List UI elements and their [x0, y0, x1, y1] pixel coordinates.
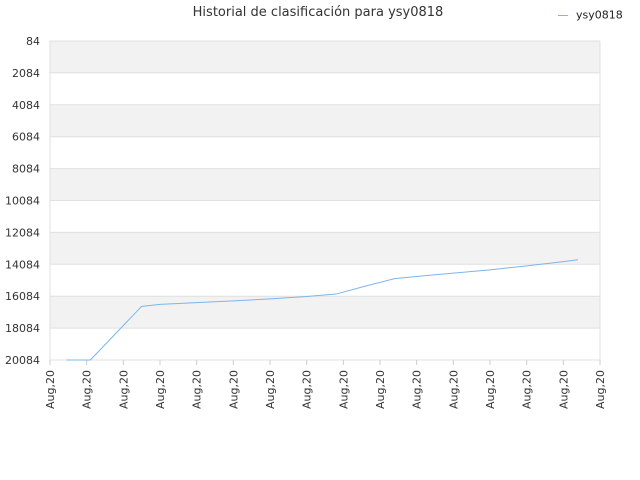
gridlines — [49, 40, 601, 361]
grid-band — [50, 41, 600, 73]
series-layer — [66, 259, 579, 361]
y-tick-label: 10084 — [5, 195, 40, 208]
x-tick-label: Aug,20 — [484, 370, 497, 409]
y-tick-label: 4084 — [12, 99, 40, 112]
x-tick-label: Aug,20 — [337, 370, 350, 409]
x-tick-label: Aug,20 — [154, 370, 167, 409]
y-tick-label: 8084 — [12, 163, 40, 176]
grid-band — [50, 72, 600, 105]
x-tick-label: Aug,20 — [44, 370, 57, 409]
grid-band — [50, 104, 600, 137]
x-tick-label: Aug,20 — [264, 370, 277, 409]
y-tick-label: 2084 — [12, 67, 40, 80]
y-tick-label: 12084 — [5, 226, 40, 239]
x-tick-label: Aug,20 — [521, 370, 534, 409]
x-tick-label: Aug,20 — [411, 370, 424, 409]
grid-band — [50, 136, 600, 169]
grid-band — [50, 232, 600, 265]
grid-band — [50, 264, 600, 297]
x-tick-label: Aug,20 — [301, 370, 314, 409]
y-tick-label: 16084 — [5, 290, 40, 303]
y-tick-label: 20084 — [5, 354, 40, 367]
x-tick-label: Aug,20 — [447, 370, 460, 409]
grid-band — [50, 168, 600, 201]
y-tick-label: 84 — [26, 35, 40, 48]
x-tick-label: Aug,20 — [227, 370, 240, 409]
grid-band — [50, 200, 600, 233]
chart-title: Historial de clasificación para ysy0818 — [192, 5, 444, 20]
x-tick-label: Aug,20 — [557, 370, 570, 409]
x-tick-label: Aug,20 — [81, 370, 94, 409]
y-tick-label: 18084 — [5, 322, 40, 335]
x-tick-label: Aug,20 — [117, 370, 130, 409]
grid-band — [50, 296, 600, 329]
x-tick-label: Aug,20 — [594, 370, 607, 409]
x-tick-label: Aug,20 — [374, 370, 387, 409]
legend-label: ysy0818 — [576, 8, 623, 22]
legend[interactable]: ysy0818 — [558, 8, 623, 22]
y-tick-label: 14084 — [5, 258, 40, 271]
x-axis-ticks: Aug,20 Aug,20 Aug,20 Aug,20 Aug,20 Aug,20 Aug,… — [44, 360, 607, 409]
grid-band — [50, 328, 600, 360]
x-tick-label: Aug,20 — [191, 370, 204, 409]
y-tick-label: 6084 — [12, 131, 40, 144]
series-line-ysy0818 — [66, 259, 579, 361]
y-axis-ticks: 84 2084 4084 6084 8084 10084 12084 14084 16084 18… — [5, 35, 40, 367]
legend-swatch — [558, 14, 568, 16]
grid-bands — [50, 41, 600, 360]
